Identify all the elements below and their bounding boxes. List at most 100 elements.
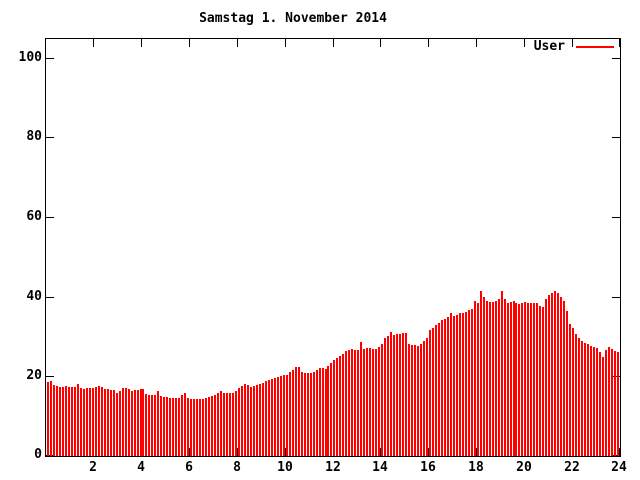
x-tick-label: 6 bbox=[185, 460, 193, 475]
bar bbox=[381, 344, 383, 456]
bar bbox=[548, 295, 550, 456]
bar bbox=[566, 311, 568, 456]
bar bbox=[50, 381, 52, 456]
bar bbox=[193, 399, 195, 456]
bar bbox=[429, 330, 431, 456]
bar bbox=[92, 388, 94, 456]
bar bbox=[160, 396, 162, 456]
bar bbox=[420, 344, 422, 456]
bar bbox=[235, 391, 237, 456]
bar bbox=[71, 387, 73, 456]
bar bbox=[578, 338, 580, 456]
bar bbox=[184, 393, 186, 456]
bar bbox=[59, 387, 61, 456]
y-tick-label: 0 bbox=[34, 447, 42, 462]
bar bbox=[483, 297, 485, 456]
bar bbox=[468, 310, 470, 456]
x-tick-label: 12 bbox=[325, 460, 341, 475]
bar bbox=[244, 384, 246, 456]
bar bbox=[214, 395, 216, 456]
bar bbox=[322, 368, 324, 456]
bar bbox=[411, 345, 413, 456]
y-tick bbox=[612, 217, 620, 218]
x-tick-label: 16 bbox=[420, 460, 436, 475]
bar bbox=[363, 349, 365, 456]
bar bbox=[539, 306, 541, 456]
bar bbox=[157, 391, 159, 456]
bar bbox=[524, 302, 526, 456]
bar bbox=[486, 301, 488, 456]
bar bbox=[89, 388, 91, 456]
bar bbox=[178, 398, 180, 456]
bar bbox=[348, 350, 350, 456]
bar bbox=[611, 349, 613, 456]
bar bbox=[154, 395, 156, 456]
bar bbox=[325, 369, 327, 456]
bar bbox=[205, 398, 207, 456]
bar bbox=[396, 334, 398, 456]
bar bbox=[477, 303, 479, 456]
y-tick bbox=[612, 297, 620, 298]
bar bbox=[313, 372, 315, 456]
x-tick bbox=[476, 448, 477, 456]
legend-line-sample bbox=[576, 46, 614, 48]
bar bbox=[518, 304, 520, 456]
bar bbox=[357, 350, 359, 456]
y-tick bbox=[612, 58, 620, 59]
chart-title: Samstag 1. November 2014 bbox=[199, 11, 387, 26]
x-tick-label: 10 bbox=[277, 460, 293, 475]
bar bbox=[545, 299, 547, 456]
bar bbox=[274, 378, 276, 456]
x-tick-label: 8 bbox=[233, 460, 241, 475]
bar bbox=[432, 328, 434, 456]
bar bbox=[316, 370, 318, 456]
bar bbox=[527, 303, 529, 456]
bar bbox=[107, 389, 109, 456]
bar bbox=[68, 387, 70, 456]
y-tick bbox=[46, 376, 54, 377]
y-tick-label: 40 bbox=[26, 289, 42, 304]
bar bbox=[462, 313, 464, 456]
bar bbox=[530, 303, 532, 456]
bar bbox=[241, 386, 243, 456]
bar bbox=[199, 399, 201, 456]
bar bbox=[450, 313, 452, 456]
bar bbox=[390, 332, 392, 456]
bar bbox=[515, 303, 517, 456]
x-tick bbox=[428, 39, 429, 47]
bar bbox=[336, 358, 338, 456]
bar bbox=[119, 391, 121, 456]
bar bbox=[435, 325, 437, 456]
bar bbox=[351, 349, 353, 456]
bar bbox=[521, 303, 523, 456]
bar bbox=[268, 380, 270, 456]
bar bbox=[145, 394, 147, 456]
bar bbox=[190, 399, 192, 456]
legend-label: User bbox=[533, 39, 565, 54]
bar bbox=[172, 398, 174, 456]
bar bbox=[113, 390, 115, 456]
bar bbox=[342, 354, 344, 456]
x-tick bbox=[141, 39, 142, 47]
bar bbox=[593, 347, 595, 456]
y-tick-label: 80 bbox=[26, 129, 42, 144]
bar bbox=[330, 363, 332, 456]
bar bbox=[513, 301, 515, 456]
bar bbox=[286, 375, 288, 456]
y-tick bbox=[612, 376, 620, 377]
bar bbox=[456, 315, 458, 456]
bar bbox=[339, 356, 341, 456]
bar bbox=[122, 388, 124, 456]
bar bbox=[375, 349, 377, 456]
bar bbox=[62, 387, 64, 456]
bar bbox=[169, 398, 171, 456]
y-tick bbox=[46, 58, 54, 59]
bar bbox=[295, 367, 297, 456]
bar bbox=[402, 333, 404, 456]
x-tick-label: 18 bbox=[468, 460, 484, 475]
bar bbox=[504, 299, 506, 456]
bar bbox=[298, 367, 300, 456]
bar bbox=[289, 372, 291, 456]
x-tick bbox=[380, 39, 381, 47]
bar bbox=[474, 301, 476, 456]
